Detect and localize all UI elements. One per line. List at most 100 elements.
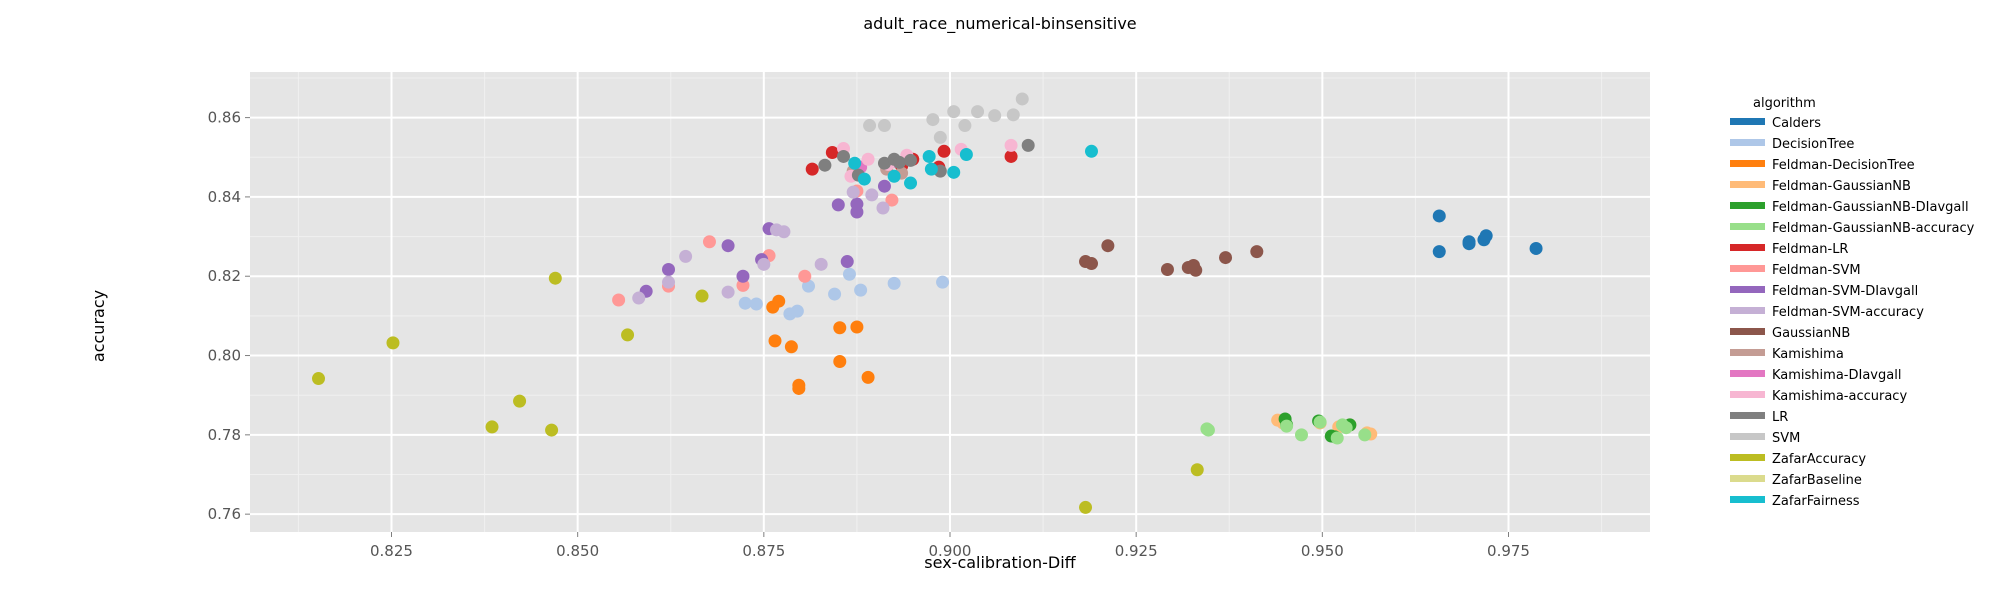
y-tick-label: 0.82 — [208, 267, 241, 285]
data-point — [850, 320, 864, 334]
data-point — [1004, 138, 1018, 152]
axis-ticks: 0.825 0.850 0.875 0.900 0.925 0.950 0.975 0.76 0… — [208, 109, 1530, 560]
legend-label: LR — [1772, 410, 1788, 425]
data-point — [1432, 209, 1446, 223]
data-point — [842, 267, 856, 281]
y-axis-label: accuracy — [89, 290, 108, 362]
data-point — [1479, 229, 1493, 243]
data-point — [1021, 138, 1035, 152]
data-point — [1330, 431, 1344, 445]
legend-label: Feldman-GaussianNB-DIavgall — [1772, 200, 1969, 215]
grid — [250, 72, 1650, 532]
legend-swatch — [1730, 139, 1765, 146]
data-point — [814, 257, 828, 271]
data-point — [768, 334, 782, 348]
data-point — [485, 420, 499, 434]
data-point — [1015, 92, 1029, 106]
legend-label: Feldman-DecisionTree — [1772, 158, 1915, 173]
data-point — [1190, 463, 1204, 477]
legend-label: Feldman-SVM-DIavgall — [1772, 284, 1918, 299]
data-point — [702, 235, 716, 249]
data-point — [1432, 245, 1446, 259]
data-point — [848, 156, 862, 170]
legend-swatch — [1730, 118, 1765, 125]
data-point — [877, 119, 891, 133]
legend-label: Feldman-GaussianNB — [1772, 179, 1911, 194]
legend-swatch — [1730, 160, 1765, 167]
legend-label: SVM — [1772, 431, 1800, 446]
data-point — [790, 304, 804, 318]
data-point — [798, 269, 812, 283]
data-point — [850, 197, 864, 211]
legend-swatch — [1730, 328, 1765, 335]
data-point — [947, 165, 961, 179]
legend-label: Feldman-SVM-accuracy — [1772, 305, 1924, 320]
legend-swatch — [1730, 181, 1765, 188]
data-point — [784, 340, 798, 354]
data-point — [924, 162, 938, 176]
data-point — [833, 354, 847, 368]
data-point — [958, 119, 972, 133]
data-point — [922, 149, 936, 163]
data-point — [904, 176, 918, 190]
data-point — [1101, 239, 1115, 253]
x-tick-label: 0.875 — [742, 542, 785, 560]
data-point — [885, 193, 899, 207]
data-point — [828, 287, 842, 301]
legend-title: algorithm — [1753, 96, 1816, 111]
legend-label: Feldman-GaussianNB-accuracy — [1772, 221, 1975, 236]
legend-swatch — [1730, 349, 1765, 356]
data-point — [802, 279, 816, 293]
y-tick-label: 0.78 — [208, 426, 241, 444]
data-point — [621, 328, 635, 342]
y-tick-label: 0.76 — [208, 505, 241, 523]
data-point — [887, 169, 901, 183]
x-tick-label: 0.925 — [1115, 542, 1158, 560]
data-point — [1313, 415, 1327, 429]
data-point — [876, 201, 890, 215]
data-point — [1219, 251, 1233, 265]
legend-swatch — [1730, 244, 1765, 251]
data-point — [861, 370, 875, 384]
data-point — [1189, 263, 1203, 277]
data-point — [904, 153, 918, 167]
legend-label: Kamishima-DIavgall — [1772, 368, 1901, 383]
data-point — [865, 188, 879, 202]
legend-swatch — [1730, 307, 1765, 314]
data-point — [947, 105, 961, 119]
legend: algorithm Calders DecisionTree Feldman-Dec… — [1730, 96, 1975, 509]
data-point — [933, 130, 947, 144]
legend-label: DecisionTree — [1772, 137, 1854, 152]
data-point — [887, 276, 901, 290]
legend-swatch — [1730, 412, 1765, 419]
data-point — [892, 155, 906, 169]
data-point — [792, 381, 806, 395]
data-point — [988, 109, 1002, 123]
legend-swatch — [1730, 475, 1765, 482]
data-point — [1006, 108, 1020, 122]
data-point — [749, 297, 763, 311]
data-point — [846, 185, 860, 199]
data-point — [1358, 428, 1372, 442]
legend-swatch — [1730, 223, 1765, 230]
data-point — [513, 394, 527, 408]
data-points — [312, 92, 1543, 514]
y-tick-label: 0.80 — [208, 347, 241, 365]
data-point — [679, 249, 693, 263]
data-point — [877, 179, 891, 193]
data-point — [971, 105, 985, 119]
data-point — [777, 225, 791, 239]
legend-swatch — [1730, 391, 1765, 398]
data-point — [1004, 149, 1018, 163]
data-point — [861, 152, 875, 166]
x-tick-label: 0.825 — [370, 542, 413, 560]
legend-swatch — [1730, 454, 1765, 461]
data-point — [757, 257, 771, 271]
legend-label: Feldman-LR — [1772, 242, 1848, 257]
data-point — [772, 294, 786, 308]
data-point — [1160, 262, 1174, 276]
data-point — [1079, 500, 1093, 514]
chart-title: adult_race_numerical-binsensitive — [863, 14, 1136, 34]
data-point — [825, 146, 839, 159]
